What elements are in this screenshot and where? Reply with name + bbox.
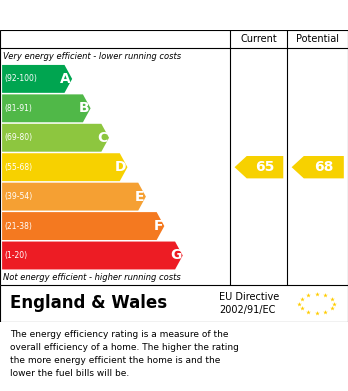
- Polygon shape: [2, 65, 72, 93]
- Text: 68: 68: [314, 160, 333, 174]
- Polygon shape: [2, 124, 109, 152]
- Text: 65: 65: [255, 160, 275, 174]
- Text: EU Directive
2002/91/EC: EU Directive 2002/91/EC: [219, 292, 279, 315]
- Polygon shape: [292, 156, 344, 178]
- Text: (55-68): (55-68): [4, 163, 32, 172]
- Text: (81-91): (81-91): [4, 104, 32, 113]
- Text: England & Wales: England & Wales: [10, 294, 168, 312]
- Text: A: A: [60, 72, 71, 86]
- Text: (21-38): (21-38): [4, 222, 32, 231]
- Polygon shape: [235, 156, 283, 178]
- Text: G: G: [170, 249, 181, 262]
- Text: Current: Current: [240, 34, 277, 44]
- Polygon shape: [2, 242, 183, 269]
- Text: D: D: [114, 160, 126, 174]
- Text: Energy Efficiency Rating: Energy Efficiency Rating: [69, 7, 279, 23]
- Text: F: F: [153, 219, 163, 233]
- Text: (39-54): (39-54): [4, 192, 32, 201]
- Polygon shape: [2, 212, 164, 240]
- Text: Very energy efficient - lower running costs: Very energy efficient - lower running co…: [3, 52, 182, 61]
- Text: The energy efficiency rating is a measure of the
overall efficiency of a home. T: The energy efficiency rating is a measur…: [10, 330, 239, 378]
- Polygon shape: [2, 94, 90, 122]
- Polygon shape: [2, 183, 146, 211]
- Text: Not energy efficient - higher running costs: Not energy efficient - higher running co…: [3, 273, 181, 282]
- Text: B: B: [79, 101, 89, 115]
- Text: (1-20): (1-20): [4, 251, 27, 260]
- Text: (92-100): (92-100): [4, 74, 37, 83]
- Text: (69-80): (69-80): [4, 133, 32, 142]
- Text: Potential: Potential: [296, 34, 339, 44]
- Text: E: E: [135, 190, 144, 204]
- Text: C: C: [97, 131, 108, 145]
- Polygon shape: [2, 153, 127, 181]
